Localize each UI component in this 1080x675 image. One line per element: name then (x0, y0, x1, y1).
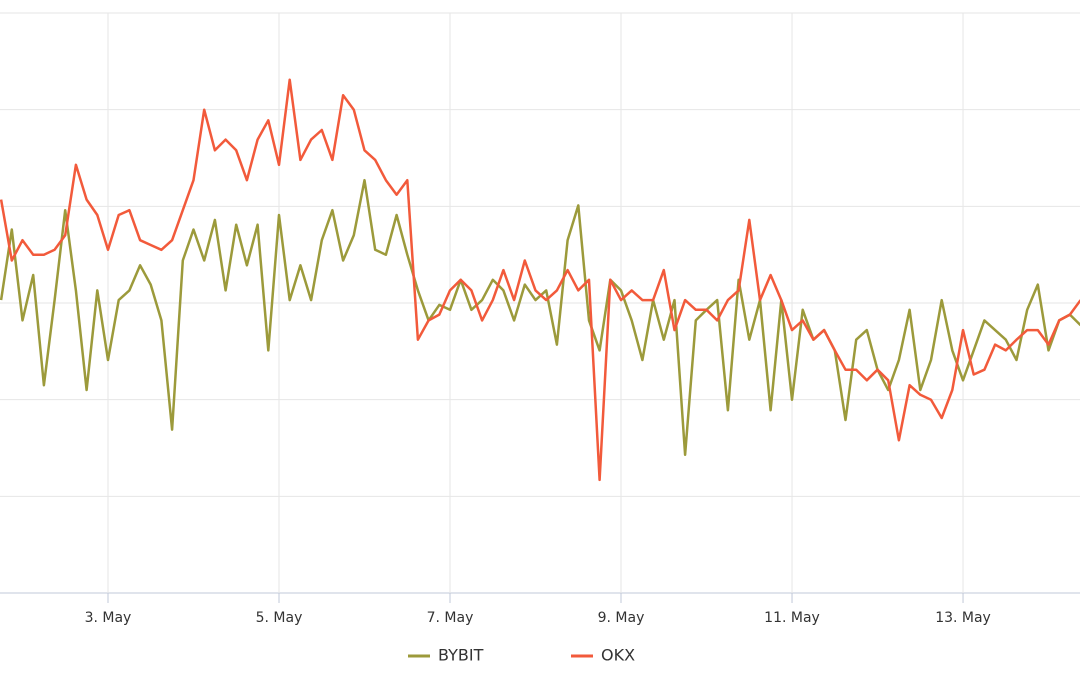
x-tick-label: 13. May (935, 610, 991, 626)
x-tick-label: 7. May (427, 610, 474, 626)
series-line (0, 178, 1080, 457)
x-tick-label: 3. May (85, 610, 132, 626)
x-tick-label: 9. May (598, 610, 645, 626)
legend-label: OKX (601, 646, 635, 665)
series-line (0, 78, 1080, 482)
x-tick-label: 11. May (764, 610, 820, 626)
legend-item[interactable]: OKX (571, 646, 635, 665)
legend-label: BYBIT (438, 646, 484, 665)
legend-item[interactable]: BYBIT (408, 646, 484, 665)
x-tick-label: 5. May (256, 610, 303, 626)
